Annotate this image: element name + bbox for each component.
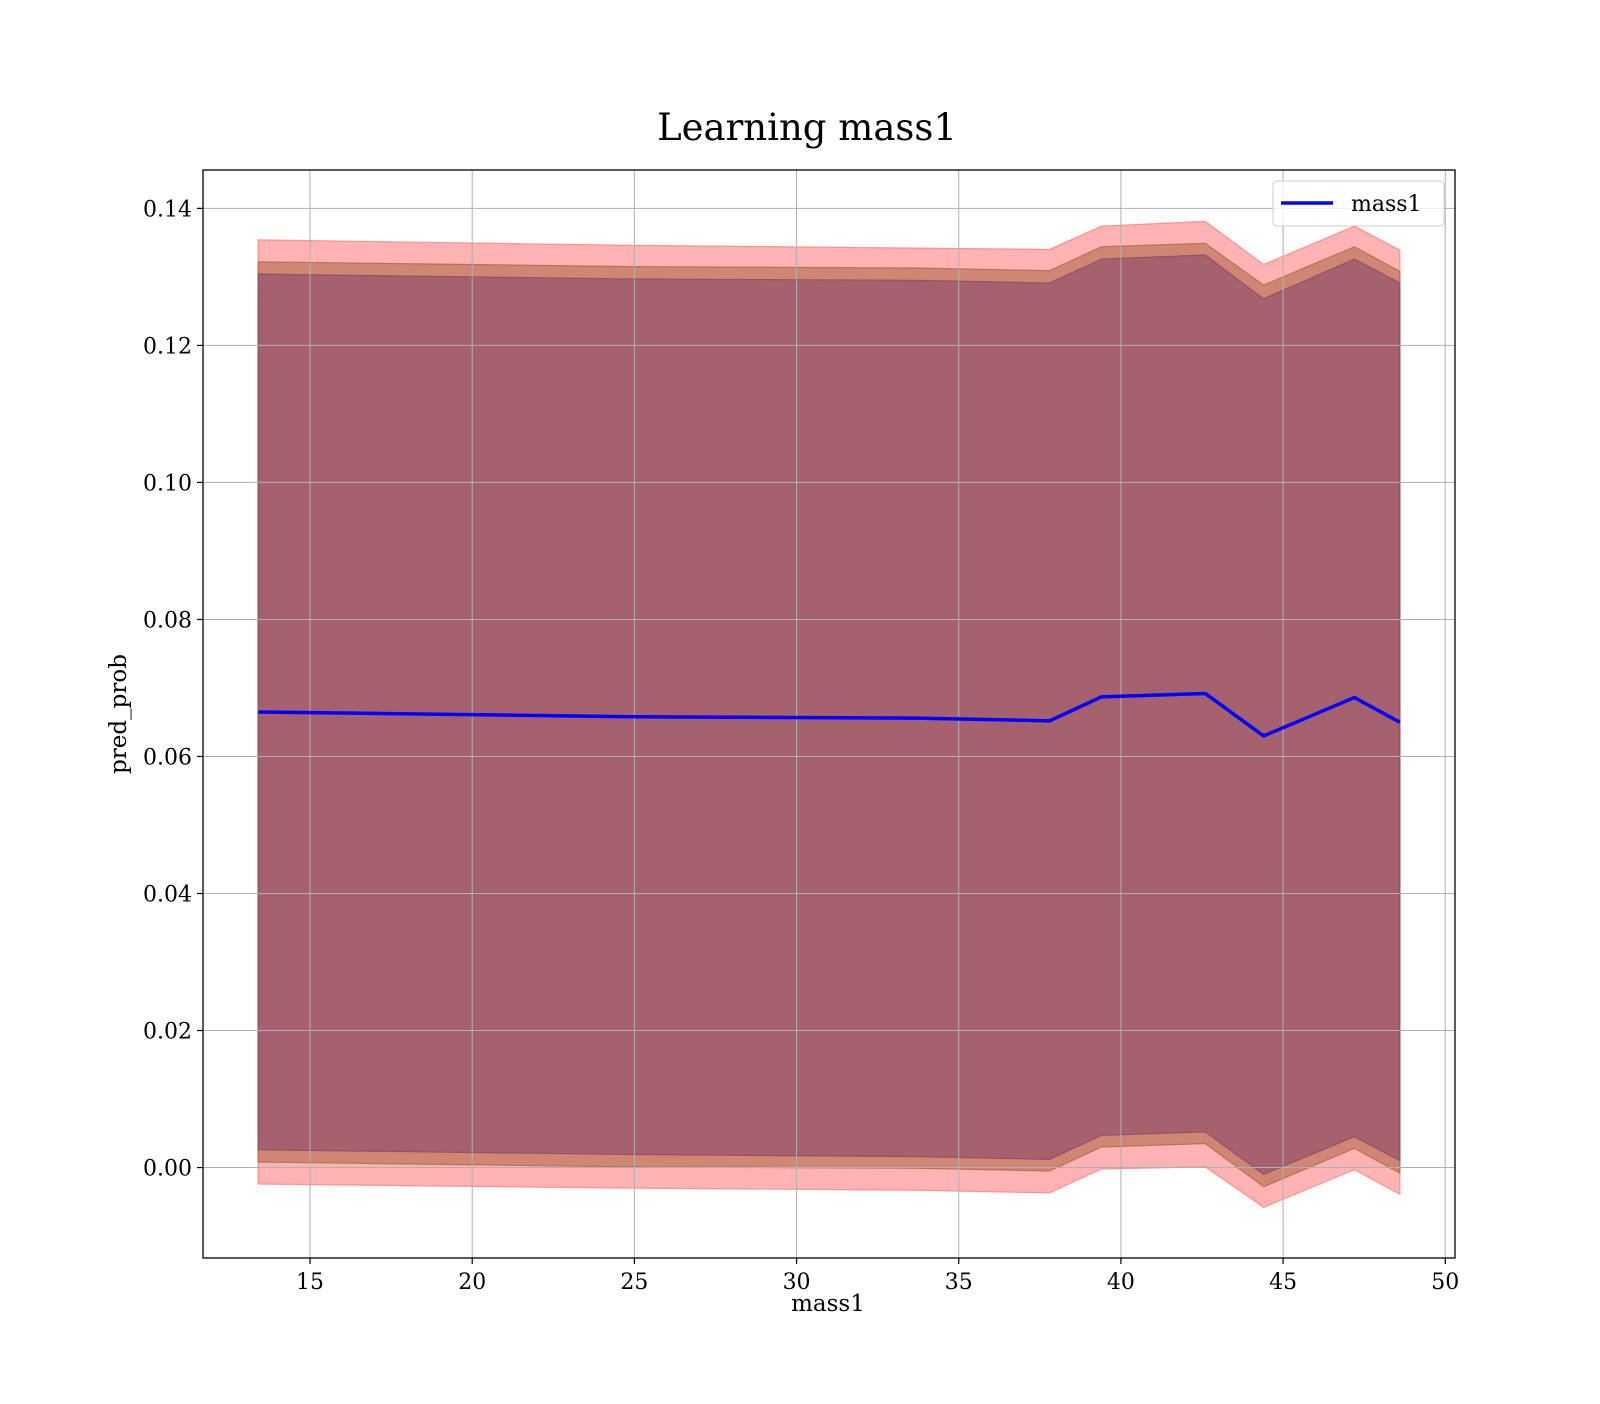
chart-title: Learning mass1 (657, 106, 957, 149)
legend-box (1272, 180, 1445, 227)
series-line-mass1 (258, 691, 1401, 738)
x-tick-label-2: 25 (620, 1270, 648, 1295)
confidence-bands (257, 220, 1401, 1208)
x-tick-label-3: 30 (783, 1270, 811, 1295)
x-tick-label-0: 15 (296, 1270, 324, 1295)
y-tick-label-3: 0.06 (143, 745, 192, 770)
y-tick-label-7: 0.14 (143, 197, 192, 222)
x-axis-label: mass1 (791, 1291, 865, 1317)
y-tick-label-5: 0.10 (143, 471, 192, 496)
grid-lines (203, 170, 1455, 1258)
plot-frame (202, 169, 1456, 1259)
y-tick-label-2: 0.04 (143, 883, 192, 908)
series-lines (258, 691, 1401, 738)
x-axis-ticks: 15 20 25 30 35 40 45 50 (296, 1258, 1459, 1295)
x-tick-label-4: 35 (945, 1270, 973, 1295)
legend-label: mass1 (1351, 192, 1422, 217)
x-tick-label-1: 20 (458, 1270, 486, 1295)
y-tick-label-1: 0.02 (143, 1020, 192, 1045)
y-tick-label-0: 0.00 (143, 1157, 192, 1182)
y-axis-label: pred_prob (106, 654, 132, 774)
y-tick-label-4: 0.08 (143, 608, 192, 633)
x-tick-label-5: 40 (1107, 1270, 1135, 1295)
y-tick-label-6: 0.12 (143, 334, 192, 359)
confidence-band-2 (257, 254, 1401, 1176)
legend: mass1 (1272, 180, 1445, 227)
x-tick-label-6: 45 (1269, 1270, 1297, 1295)
x-tick-label-7: 50 (1431, 1270, 1459, 1295)
y-axis-ticks: 0.00 0.02 0.04 0.06 0.08 0.10 0.12 0.14 (143, 197, 203, 1182)
